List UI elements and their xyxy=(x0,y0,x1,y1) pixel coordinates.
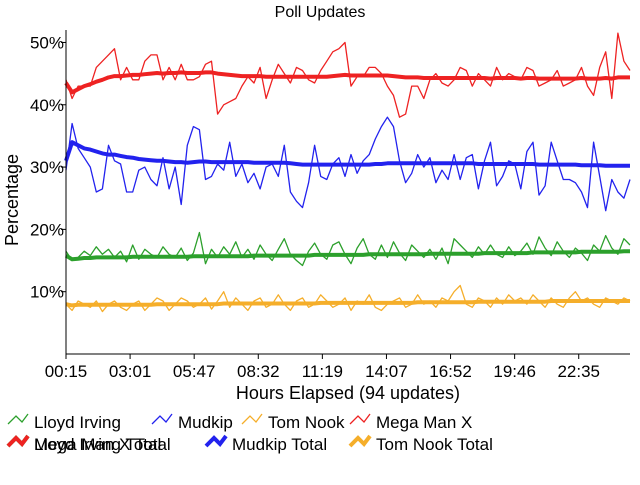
axes-layer xyxy=(65,30,630,355)
legend-swatch xyxy=(241,413,263,425)
x-tick-label: 14:07 xyxy=(365,362,408,381)
legend-swatch xyxy=(204,434,228,448)
x-tick-label: 16:52 xyxy=(429,362,472,381)
legend-label: Mega Man X xyxy=(376,413,472,432)
y-tick-label: 40% xyxy=(30,96,64,115)
y-tick-label: 20% xyxy=(30,220,64,239)
legend-label: Tom Nook xyxy=(268,413,345,432)
x-tick-label: 22:35 xyxy=(557,362,600,381)
legend-item: Lloyd Irving xyxy=(7,413,121,432)
legend-item: Mudkip Total xyxy=(204,434,327,454)
y-axis-label: Percentage xyxy=(2,154,22,246)
legend-label: Lloyd Irving xyxy=(34,413,121,432)
legend-swatch xyxy=(7,413,29,425)
legend-item: Mega Man X xyxy=(349,413,472,432)
legend-item: Mudkip xyxy=(151,413,233,432)
x-tick-label: 03:01 xyxy=(109,362,152,381)
series-layer xyxy=(64,32,631,313)
y-tick-label: 50% xyxy=(30,33,64,52)
series-line-mudkip xyxy=(65,116,631,212)
ticks-layer: 10% 20% 30% 40% 50% 00:15 03:01 05:47 08:32 11:19… xyxy=(30,33,600,381)
legend-label: Lloyd Irving Total xyxy=(34,435,161,454)
legend: Lloyd Irving Mudkip Tom Nook Mega Man X Lloy… xyxy=(6,413,493,454)
legend-item: Mega Man X Total xyxy=(6,434,171,454)
legend-swatch xyxy=(151,413,173,425)
series-line-lloyd-irving-total xyxy=(64,249,630,262)
series-line-mudkip-total xyxy=(64,140,630,168)
x-tick-label: 08:32 xyxy=(237,362,280,381)
legend-item: Tom Nook xyxy=(241,413,345,432)
series-line-mega-man-x xyxy=(65,32,631,118)
legend-swatch xyxy=(348,434,372,448)
legend-label: Mudkip xyxy=(178,413,233,432)
legend-swatch xyxy=(349,413,371,425)
x-tick-label: 19:46 xyxy=(493,362,536,381)
legend-label: Tom Nook Total xyxy=(376,435,493,454)
legend-label: Mudkip Total xyxy=(232,435,327,454)
chart-title: Poll Updates xyxy=(275,4,366,21)
x-tick-label: 05:47 xyxy=(173,362,216,381)
legend-label: Mega Man X Total xyxy=(34,435,171,454)
series-line-tom-nook xyxy=(65,284,631,313)
x-tick-label: 00:15 xyxy=(45,362,88,381)
y-tick-label: 30% xyxy=(30,158,64,177)
legend-item: Tom Nook Total xyxy=(348,434,493,454)
x-axis-label: Hours Elapsed (94 updates) xyxy=(236,383,460,403)
y-tick-label: 10% xyxy=(30,283,64,302)
x-tick-label: 11:19 xyxy=(302,362,343,381)
series-line-lloyd-irving xyxy=(65,231,631,267)
legend-swatch xyxy=(6,434,30,448)
